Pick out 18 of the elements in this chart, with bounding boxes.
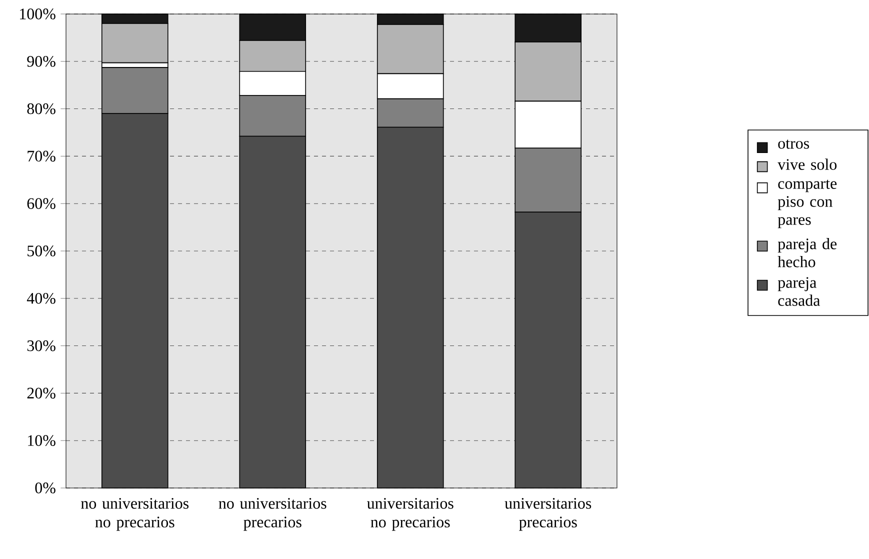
legend-label: otros xyxy=(778,140,810,149)
y-tick-label: 80% xyxy=(27,103,56,114)
y-tick-label: 10% xyxy=(28,435,56,446)
x-tick-label: no universitarios precarios xyxy=(218,498,326,531)
legend-label: vive solo xyxy=(778,158,837,170)
y-tick-label: 20% xyxy=(27,388,56,399)
y-tick-label: 40% xyxy=(26,292,56,304)
x-tick-label: no universitarios no precarios xyxy=(81,498,189,531)
x-tick-label: universitarios precarios xyxy=(504,498,592,531)
x-tick-label: universitarios no precarios xyxy=(367,498,454,531)
legend-label: pareja casada xyxy=(778,277,820,306)
y-tick-label: 90% xyxy=(27,56,56,67)
y-tick-label: 0% xyxy=(35,482,56,494)
y-tick-label: 30% xyxy=(27,340,56,352)
y-tick-label: 60% xyxy=(27,198,56,210)
y-tick-label: 70% xyxy=(28,150,56,162)
y-tick-label: 50% xyxy=(28,246,56,256)
y-tick-label: 100% xyxy=(20,8,56,20)
